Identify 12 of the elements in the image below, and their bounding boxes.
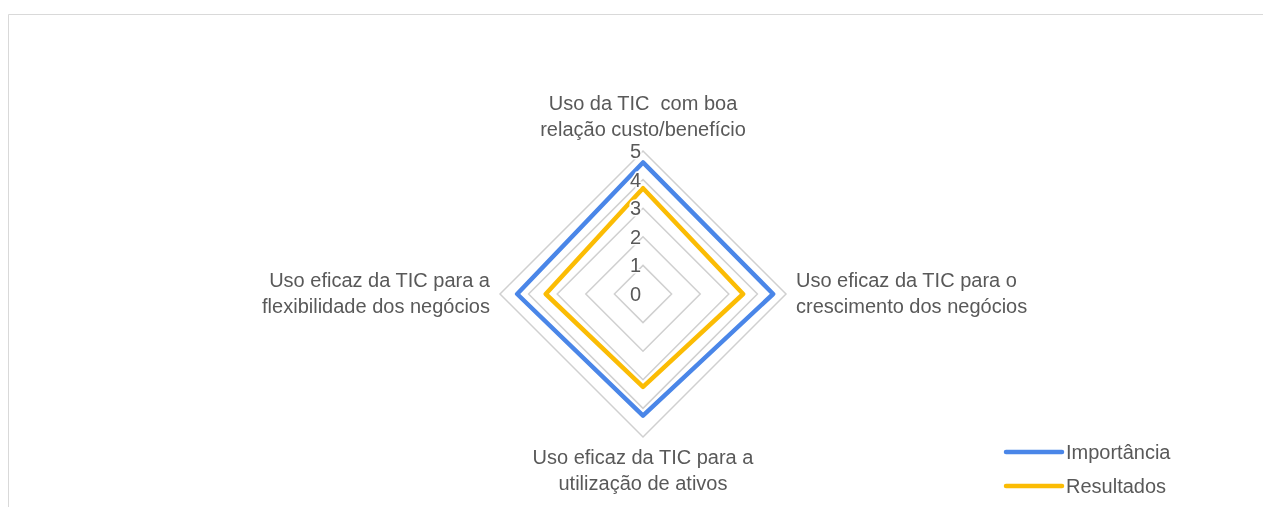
legend-label: Importância bbox=[1066, 441, 1172, 463]
legend-label: Resultados bbox=[1066, 475, 1167, 497]
y-tick-label: 1 bbox=[629, 254, 641, 277]
y-tick-label: 0 bbox=[629, 283, 641, 305]
spoke-label: Uso eficaz da TIC para o crescimento dos negócios bbox=[796, 269, 1028, 317]
y-tick-label: 5 bbox=[629, 140, 641, 162]
spoke-label: Uso eficaz da TIC para a utilização de ativos bbox=[532, 446, 755, 494]
y-tick-label: 4 bbox=[629, 168, 641, 191]
y-tick-label: 2 bbox=[629, 225, 641, 248]
spoke-label: Uso eficaz da TIC para a flexibilidade dos negócios bbox=[262, 269, 491, 317]
y-tick-label: 3 bbox=[629, 197, 641, 220]
spoke-label: Uso da TIC com boa relação custo/benefício bbox=[540, 92, 746, 140]
